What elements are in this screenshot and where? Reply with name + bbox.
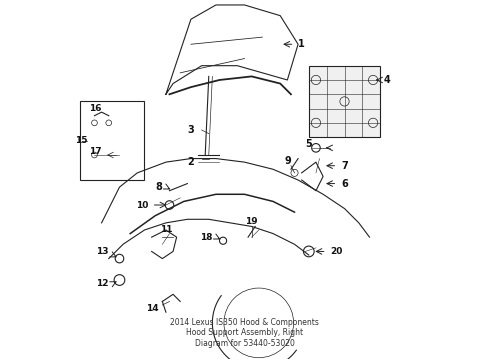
Text: 17: 17 — [89, 147, 102, 156]
FancyBboxPatch shape — [80, 102, 144, 180]
Text: 8: 8 — [155, 182, 162, 192]
Text: 15: 15 — [75, 136, 87, 145]
Text: 11: 11 — [160, 225, 172, 234]
Text: 2: 2 — [187, 157, 194, 167]
Text: 10: 10 — [135, 201, 148, 210]
Text: 1: 1 — [298, 39, 304, 49]
Text: 12: 12 — [96, 279, 108, 288]
Text: 20: 20 — [329, 247, 342, 256]
Text: 14: 14 — [146, 304, 159, 313]
FancyBboxPatch shape — [308, 66, 380, 137]
Text: 2014 Lexus IS350 Hood & Components
Hood Support Assembly, Right
Diagram for 5344: 2014 Lexus IS350 Hood & Components Hood … — [170, 318, 318, 348]
Text: 19: 19 — [245, 217, 258, 226]
Text: 6: 6 — [340, 179, 347, 189]
Text: 5: 5 — [305, 139, 312, 149]
Text: 9: 9 — [284, 156, 290, 166]
Text: 16: 16 — [89, 104, 102, 113]
Text: 18: 18 — [200, 233, 212, 242]
Text: 7: 7 — [340, 161, 347, 171]
Text: 13: 13 — [96, 247, 108, 256]
Text: 4: 4 — [383, 75, 390, 85]
Text: 3: 3 — [187, 125, 194, 135]
